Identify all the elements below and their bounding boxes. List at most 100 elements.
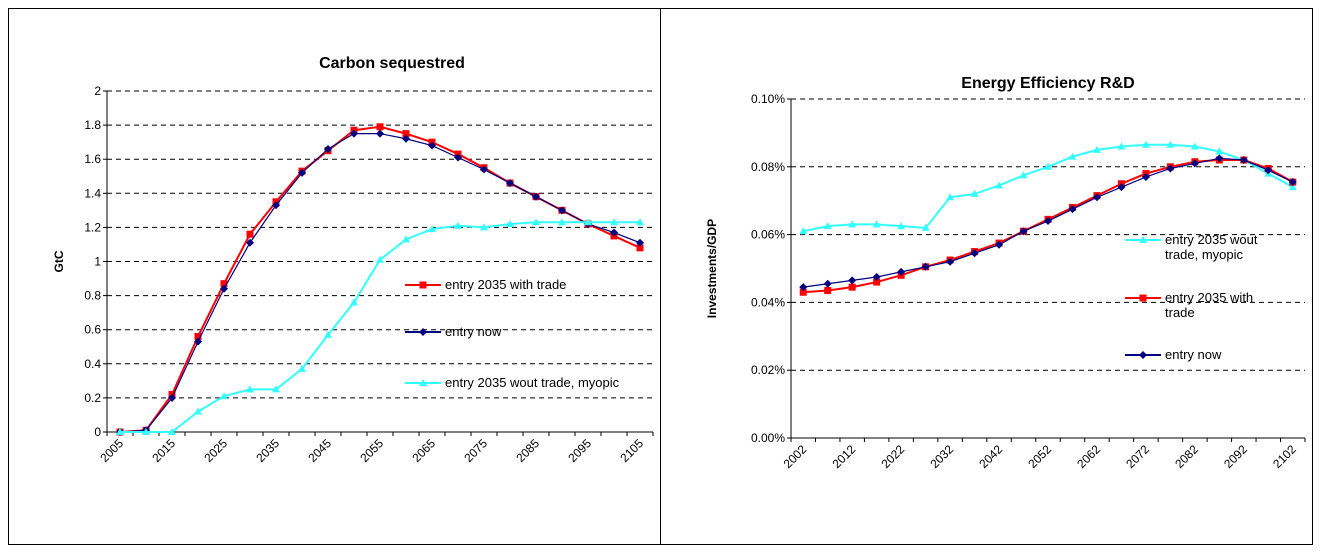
- marker: [636, 244, 644, 252]
- marker: [610, 228, 618, 237]
- marker: [1215, 154, 1224, 163]
- marker: [1044, 217, 1052, 226]
- y-tick-label: 2: [94, 84, 101, 98]
- marker: [636, 218, 644, 226]
- marker: [1117, 142, 1126, 150]
- marker: [324, 144, 332, 153]
- marker: [946, 257, 955, 266]
- marker: [454, 221, 462, 229]
- chart-title: Carbon sequestred: [319, 55, 465, 72]
- marker: [419, 379, 427, 386]
- marker: [1264, 166, 1273, 175]
- marker: [324, 330, 332, 338]
- marker: [1166, 140, 1175, 148]
- marker: [428, 141, 436, 150]
- y-tick-label: 0.2: [84, 391, 101, 405]
- marker: [194, 337, 202, 346]
- marker: [610, 218, 618, 226]
- marker: [995, 181, 1004, 189]
- y-tick-label: 1: [94, 255, 101, 269]
- marker: [1141, 140, 1150, 148]
- marker: [272, 201, 280, 210]
- marker: [376, 255, 384, 263]
- marker: [1141, 172, 1150, 181]
- y-tick-label: 1.6: [84, 152, 101, 166]
- y-tick-label: 0.4: [84, 357, 101, 371]
- y-tick-label: 0.02%: [751, 363, 785, 377]
- marker: [376, 129, 384, 138]
- y-tick-label: 0.8: [84, 289, 101, 303]
- y-axis-label: Investments/GDP: [705, 219, 719, 318]
- marker: [848, 283, 856, 291]
- marker: [1288, 178, 1297, 187]
- marker: [1044, 162, 1052, 170]
- marker: [558, 206, 566, 215]
- marker: [506, 219, 514, 227]
- marker: [220, 392, 228, 400]
- marker: [142, 428, 150, 435]
- y-tick-label: 0.10%: [751, 92, 785, 106]
- y-tick-label: 0.6: [84, 323, 101, 337]
- marker: [168, 393, 176, 402]
- marker: [921, 223, 930, 231]
- marker: [246, 230, 254, 238]
- marker: [1092, 193, 1101, 202]
- marker: [799, 227, 808, 235]
- marker: [848, 276, 857, 285]
- marker: [872, 272, 881, 281]
- marker: [220, 284, 228, 293]
- marker: [454, 153, 462, 162]
- marker: [402, 130, 410, 138]
- marker: [246, 385, 254, 393]
- marker: [532, 218, 540, 226]
- y-tick-label: 0.00%: [751, 431, 785, 445]
- legend-label: entry 2035 with trade: [445, 277, 567, 292]
- marker: [1166, 164, 1175, 173]
- legend-label: entry 2035 wout trade, myopic: [445, 375, 620, 390]
- marker: [1019, 227, 1028, 236]
- marker: [350, 129, 358, 138]
- marker: [970, 189, 979, 197]
- legend-label: entry now: [1165, 347, 1222, 362]
- marker: [897, 267, 906, 276]
- marker: [480, 223, 488, 231]
- marker: [402, 134, 410, 143]
- marker: [1117, 183, 1126, 192]
- marker: [168, 428, 176, 435]
- marker: [946, 193, 955, 201]
- marker: [1190, 142, 1199, 150]
- marker: [799, 283, 808, 292]
- marker: [921, 262, 930, 271]
- marker: [799, 288, 807, 296]
- marker: [194, 333, 202, 341]
- marker: [897, 222, 906, 230]
- marker: [350, 298, 358, 306]
- marker: [1239, 156, 1248, 165]
- marker: [1139, 351, 1147, 359]
- marker: [419, 328, 427, 336]
- marker: [995, 240, 1004, 249]
- legend-label: entry 2035 wout trade, myopic: [1165, 232, 1258, 262]
- chart-title: Energy Efficiency R&D: [961, 75, 1134, 92]
- marker: [824, 287, 832, 295]
- y-tick-label: 0: [94, 425, 101, 439]
- marker: [1068, 205, 1077, 214]
- y-tick-label: 0.06%: [751, 228, 785, 242]
- y-tick-label: 0.08%: [751, 160, 785, 174]
- marker: [823, 279, 832, 288]
- marker: [584, 218, 592, 226]
- marker: [970, 249, 979, 258]
- panel: [8, 8, 661, 545]
- marker: [1019, 171, 1028, 179]
- marker: [1068, 152, 1077, 160]
- marker: [194, 407, 202, 415]
- marker: [272, 385, 280, 393]
- marker: [1092, 145, 1101, 153]
- marker: [480, 165, 488, 174]
- marker: [428, 225, 436, 233]
- marker: [376, 123, 384, 131]
- marker: [1288, 183, 1297, 191]
- y-axis-label: GtC: [52, 250, 66, 272]
